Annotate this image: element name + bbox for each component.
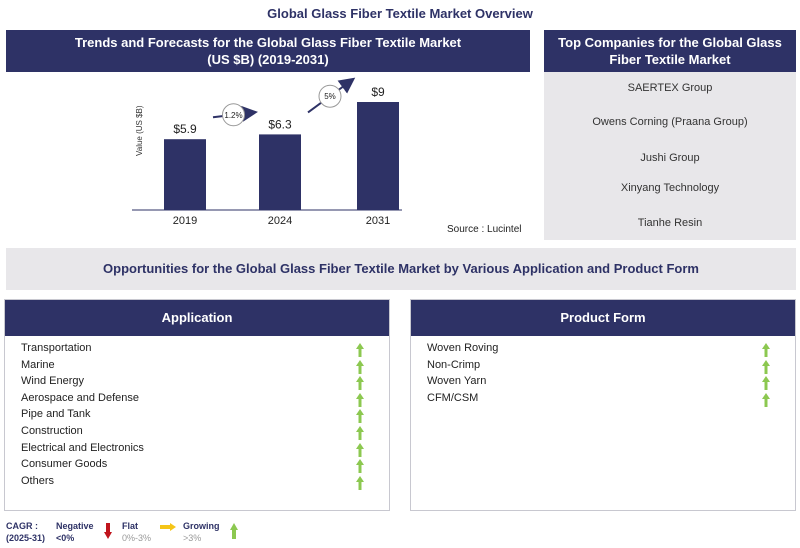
company-item: SAERTEX Group — [627, 82, 713, 94]
page-title: Global Glass Fiber Textile Market Overvi… — [267, 6, 533, 21]
company-item: Owens Corning (Praana Group) — [592, 116, 748, 128]
growing-arrow-icon — [762, 359, 770, 374]
down-arrow-icon — [104, 523, 112, 539]
up-arrow-icon — [230, 523, 238, 539]
legend-growing-range: >3% — [183, 533, 202, 543]
bar-2019 — [164, 139, 206, 210]
growing-arrow-icon — [762, 392, 770, 407]
legend-negative: Negative — [56, 521, 94, 531]
growing-arrow-icon — [356, 376, 364, 391]
list-item: Aerospace and Defense — [21, 391, 140, 404]
legend-growing: Growing — [183, 521, 220, 531]
bar-chart: Value (US $B) $5.9 2019 $6.3 2024 $9 2031 1.2%… — [132, 77, 402, 226]
right-arrow-icon — [160, 523, 176, 531]
list-item: Woven Yarn — [427, 375, 487, 388]
growing-arrow-icon — [356, 343, 364, 357]
chart-header: Trends and Forecasts for the Global Glas… — [6, 30, 530, 72]
cagr-bubble — [222, 103, 245, 127]
opportunities-title: Opportunities for the Global Glass Fiber… — [6, 248, 796, 290]
list-item: Pipe and Tank — [21, 408, 91, 421]
growing-arrow-icon — [356, 475, 364, 490]
legend-flat-range: 0%-3% — [122, 533, 152, 543]
list-item: Non-Crimp — [427, 358, 481, 371]
list-item: Marine — [21, 358, 55, 371]
y-axis-label: Value (US $B) — [135, 105, 144, 156]
cagr-bubble — [318, 84, 342, 108]
x-tick-label: 2031 — [366, 215, 390, 226]
list-item: Transportation — [21, 342, 92, 354]
companies-header: Top Companies for the Global Glass Fiber… — [544, 30, 796, 72]
list-item: Electrical and Electronics — [21, 441, 144, 454]
growing-arrow-icon — [356, 359, 364, 374]
application-panel: Application Transportation Marine Wind Ene… — [4, 299, 390, 511]
companies-list: SAERTEX Group Owens Corning (Praana Group… — [544, 72, 796, 240]
legend-negative-range: <0% — [56, 533, 75, 543]
growing-arrow-icon — [356, 442, 364, 457]
data-label: $6.3 — [268, 117, 292, 131]
chart-subtitle: (US $B) (2019-2031) — [207, 52, 329, 67]
company-item: Xinyang Technology — [620, 182, 720, 194]
product-form-header: Product Form — [411, 300, 795, 336]
x-tick-label: 2019 — [173, 215, 197, 226]
list-item: CFM/CSM — [427, 391, 479, 404]
growing-arrow-icon — [762, 376, 770, 391]
x-tick-label: 2024 — [268, 215, 292, 226]
list-item: Wind Energy — [21, 375, 84, 388]
chart-title: Trends and Forecasts for the Global Glas… — [74, 35, 462, 50]
bar-2024 — [259, 134, 301, 210]
growing-arrow-icon — [356, 392, 364, 407]
legend-flat: Flat — [122, 521, 139, 531]
cagr-label: 1.2% — [224, 111, 242, 120]
bar-2031 — [357, 102, 399, 210]
list-item: Consumer Goods — [21, 458, 108, 471]
legend-period: (2025-31) — [6, 533, 46, 543]
list-item: Woven Roving — [427, 342, 499, 354]
product-form-panel: Product Form Woven Roving Non-Crimp Woven … — [410, 299, 796, 511]
list-item: Construction — [21, 425, 83, 437]
growing-arrow-icon — [356, 459, 364, 474]
growing-arrow-icon — [356, 426, 364, 440]
legend-cagr: CAGR : — [6, 521, 38, 531]
growing-arrow-icon — [356, 409, 364, 424]
data-label: $5.9 — [173, 122, 197, 136]
cagr-label: 5% — [324, 92, 336, 101]
data-label: $9 — [371, 85, 385, 99]
growing-arrow-icon — [762, 343, 770, 357]
application-header: Application — [5, 300, 389, 336]
source-text: Source : Lucintel — [447, 224, 522, 235]
cagr-legend: CAGR : (2025-31) Negative <0% Flat 0%-3% Gr… — [0, 515, 260, 548]
company-item: Jushi Group — [640, 152, 700, 164]
company-item: Tianhe Resin — [637, 217, 703, 229]
list-item: Others — [21, 474, 55, 487]
